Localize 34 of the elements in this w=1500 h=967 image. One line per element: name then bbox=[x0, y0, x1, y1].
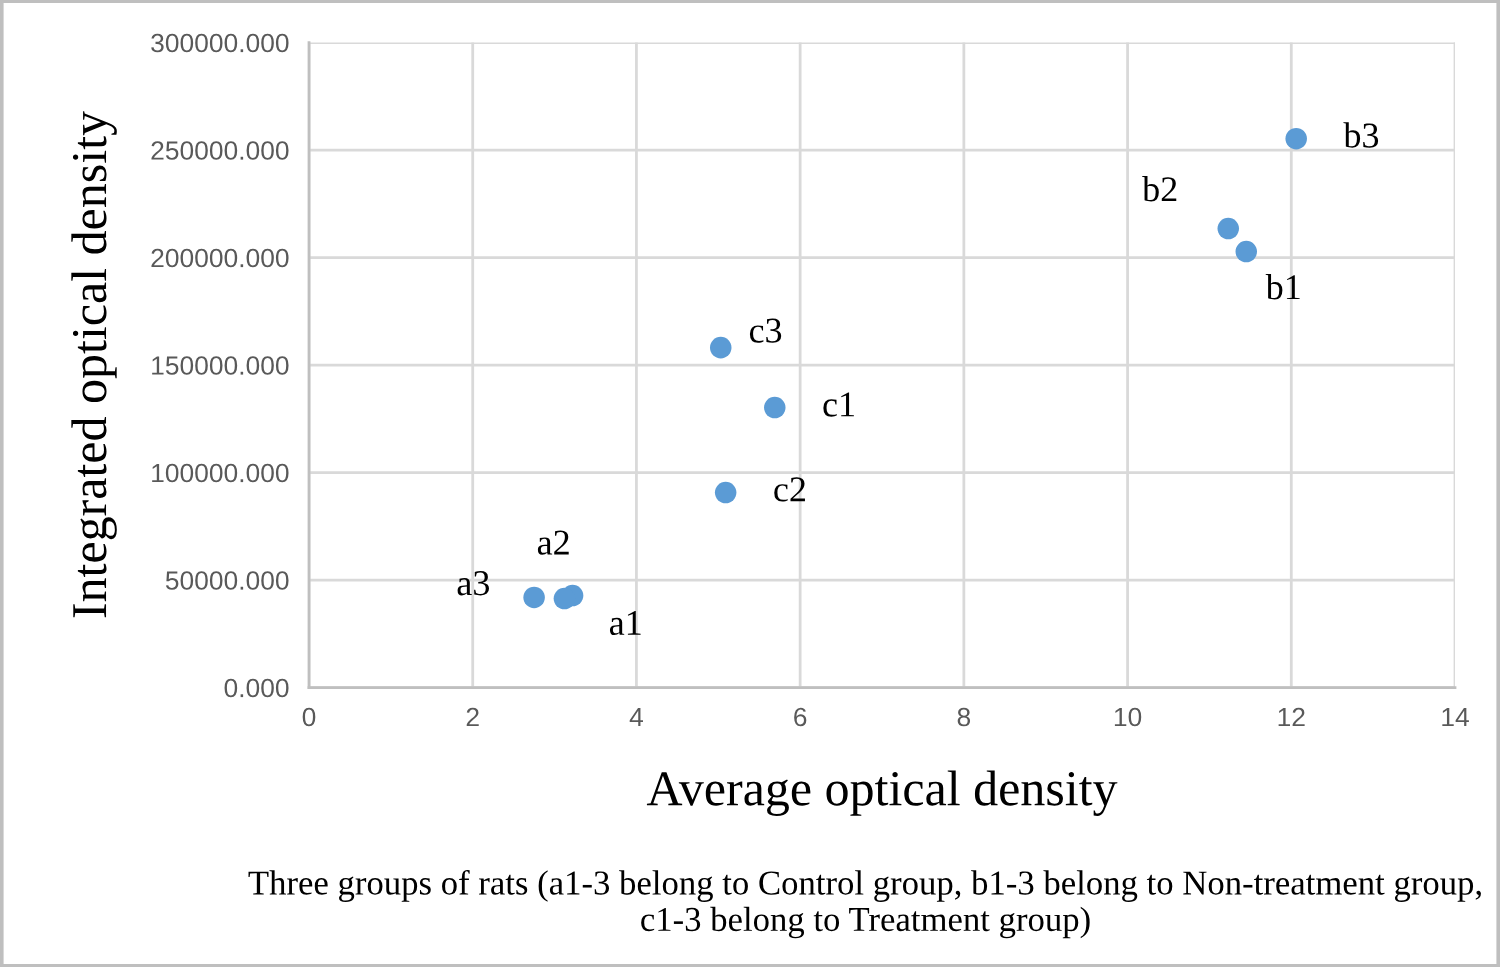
text: Three groups of rats (a1-3 belong to Control group, b1-3 belong to Non-treatment group, c1-3 belong to Treatment group) bbox=[248, 869, 1481, 939]
x-tick-label: 0 bbox=[302, 707, 316, 727]
y-tick-label: 300000.000 bbox=[151, 33, 289, 53]
y-tick-label: 100000.000 bbox=[152, 463, 289, 483]
x-tick-label: 2 bbox=[466, 707, 479, 727]
annotation: b1 bbox=[1265, 274, 1300, 300]
x-tick-label: 14 bbox=[1442, 707, 1469, 727]
x-axis-title: Average optical density bbox=[646, 770, 1118, 816]
x-tick-label: 4 bbox=[629, 707, 643, 727]
point bbox=[714, 481, 737, 504]
annotation: c3 bbox=[749, 318, 782, 343]
annotation: b2 bbox=[1142, 176, 1177, 202]
point bbox=[523, 586, 545, 609]
y-tick-label: 200000.000 bbox=[151, 248, 289, 268]
y-tick-label: 50000.000 bbox=[165, 571, 289, 590]
point bbox=[1285, 127, 1307, 150]
point bbox=[709, 336, 732, 359]
y-tick-label: 150000.000 bbox=[152, 356, 289, 375]
point bbox=[1235, 240, 1258, 263]
annotation: c2 bbox=[774, 477, 805, 502]
y-axis-title: Integrated optical density bbox=[71, 111, 117, 618]
annotation: a1 bbox=[609, 610, 641, 636]
point bbox=[1217, 217, 1240, 240]
x-tick-label: 6 bbox=[794, 707, 807, 727]
annotation: a2 bbox=[537, 530, 569, 555]
y-tick-label: 0.000 bbox=[224, 678, 289, 698]
annotation: b3 bbox=[1343, 122, 1379, 148]
annotation: c1 bbox=[823, 392, 854, 417]
x-tick-label: 12 bbox=[1278, 707, 1305, 727]
x-tick-label: 8 bbox=[957, 707, 971, 727]
x-tick-label: 10 bbox=[1114, 707, 1142, 727]
point bbox=[764, 396, 786, 419]
annotation: a3 bbox=[457, 571, 489, 596]
y-tick-label: 250000.000 bbox=[151, 141, 289, 160]
